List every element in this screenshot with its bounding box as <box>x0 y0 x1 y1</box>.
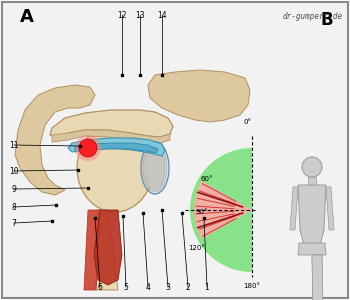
Polygon shape <box>84 210 100 290</box>
Wedge shape <box>190 148 252 272</box>
Text: 2: 2 <box>186 283 190 292</box>
Polygon shape <box>50 110 173 137</box>
Ellipse shape <box>145 146 165 190</box>
Text: B: B <box>320 11 332 29</box>
Text: 12: 12 <box>117 11 127 20</box>
Text: 14: 14 <box>157 11 167 20</box>
Text: 10: 10 <box>9 167 19 176</box>
Text: 7: 7 <box>12 218 16 227</box>
Polygon shape <box>326 187 334 230</box>
Polygon shape <box>298 243 326 255</box>
Polygon shape <box>68 138 165 156</box>
Ellipse shape <box>143 144 167 192</box>
Text: 90°: 90° <box>196 209 208 215</box>
Polygon shape <box>308 177 316 185</box>
Polygon shape <box>52 130 170 143</box>
Polygon shape <box>94 210 122 285</box>
Circle shape <box>302 157 322 177</box>
Text: 180°: 180° <box>243 283 260 289</box>
Text: 3: 3 <box>166 283 170 292</box>
Text: 6: 6 <box>98 283 103 292</box>
Text: 11: 11 <box>9 140 19 149</box>
Text: 13: 13 <box>135 11 145 20</box>
Polygon shape <box>15 85 95 195</box>
Text: 8: 8 <box>12 202 16 211</box>
Text: dr-gumpert.de: dr-gumpert.de <box>283 12 343 21</box>
Text: 120°: 120° <box>188 245 205 251</box>
Text: 4: 4 <box>146 283 150 292</box>
Polygon shape <box>312 255 323 300</box>
Circle shape <box>75 135 101 161</box>
Text: 60°: 60° <box>201 176 213 182</box>
Text: A: A <box>20 8 34 26</box>
Polygon shape <box>75 143 158 153</box>
Circle shape <box>79 139 97 157</box>
Text: 0°: 0° <box>244 119 252 125</box>
Polygon shape <box>290 187 298 230</box>
Text: 1: 1 <box>205 283 209 292</box>
Wedge shape <box>194 181 252 239</box>
Polygon shape <box>298 185 326 245</box>
Text: 9: 9 <box>12 184 16 194</box>
Ellipse shape <box>77 124 153 212</box>
Polygon shape <box>312 255 323 300</box>
Polygon shape <box>96 210 118 290</box>
Text: 5: 5 <box>124 283 128 292</box>
Polygon shape <box>148 70 250 122</box>
